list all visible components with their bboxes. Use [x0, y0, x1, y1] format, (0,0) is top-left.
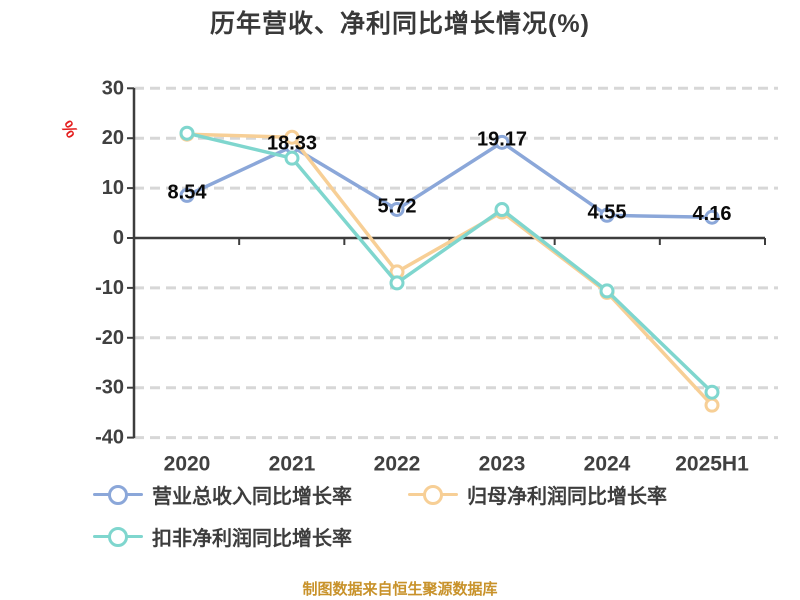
y-axis-tick-label: -40	[95, 427, 124, 449]
legend-marker-revenue-icon	[93, 484, 143, 505]
y-axis-tick-label: -30	[95, 377, 124, 399]
legend-label: 营业总收入同比增长率	[152, 486, 352, 508]
x-axis-label: 2024	[584, 453, 631, 476]
legend-item-non-gaap-net-profit-yoy-growth[interactable]: 扣非净利润同比增长率	[93, 522, 352, 551]
y-axis-tick-label: 30	[102, 77, 124, 99]
data-point-non-gaap-net-profit-yoy-growth-2020[interactable]	[179, 125, 195, 141]
legend-label: 归母净利润同比增长率	[467, 486, 667, 508]
data-point-revenue-yoy-growth-2025H1[interactable]	[704, 209, 720, 225]
data-label: 19.17	[477, 128, 527, 150]
legend-label: 扣非净利润同比增长率	[152, 528, 352, 550]
y-axis-tick-label: -10	[95, 277, 124, 299]
x-axis-label: 2020	[164, 453, 211, 476]
y-axis-tick-label: -20	[95, 327, 124, 349]
series-line-net-profit-yoy-growth	[185, 132, 714, 407]
data-point-non-gaap-net-profit-yoy-growth-2023[interactable]	[494, 202, 510, 218]
legend-item-net-profit-yoy-growth[interactable]: 归母净利润同比增长率	[408, 480, 667, 509]
data-point-revenue-yoy-growth-2022[interactable]	[389, 201, 405, 217]
data-point-net-profit-yoy-growth-2021[interactable]	[284, 129, 300, 145]
x-axis-label: 2025H1	[675, 453, 749, 476]
x-axis-label: 2023	[479, 453, 526, 476]
data-point-non-gaap-net-profit-yoy-growth-2024[interactable]	[599, 283, 615, 299]
data-point-revenue-yoy-growth-2024[interactable]	[599, 207, 615, 223]
data-source-note: 制图数据来自恒生聚源数据库	[302, 581, 498, 598]
data-label: 8.54	[168, 181, 208, 203]
data-point-revenue-yoy-growth-2020[interactable]	[179, 187, 195, 203]
data-point-non-gaap-net-profit-yoy-growth-2025H1[interactable]	[704, 384, 720, 400]
legend-marker-net-profit-icon	[408, 484, 458, 505]
y-axis-tick-label: 10	[102, 177, 124, 199]
legend-item-revenue-yoy-growth[interactable]: 营业总收入同比增长率	[93, 480, 352, 509]
x-axis-label: 2022	[374, 453, 421, 476]
data-label: 4.55	[588, 201, 627, 223]
data-label: 5.72	[378, 195, 417, 217]
chart-title: 历年营收、净利同比增长情况(%)	[210, 10, 590, 38]
y-axis-tick-label: 20	[102, 127, 124, 149]
y-axis-tick-label: 0	[113, 227, 124, 249]
data-point-non-gaap-net-profit-yoy-growth-2022[interactable]	[389, 275, 405, 291]
data-point-revenue-yoy-growth-2023[interactable]	[494, 134, 510, 150]
data-label: 18.33	[267, 133, 317, 155]
legend-marker-non-gaap-icon	[93, 526, 143, 547]
data-label: 4.16	[693, 203, 732, 225]
data-point-net-profit-yoy-growth-2025H1[interactable]	[704, 397, 720, 413]
data-point-non-gaap-net-profit-yoy-growth-2021[interactable]	[284, 150, 300, 166]
series-line-non-gaap-net-profit-yoy-growth	[185, 131, 714, 394]
x-axis-label: 2021	[269, 453, 316, 476]
